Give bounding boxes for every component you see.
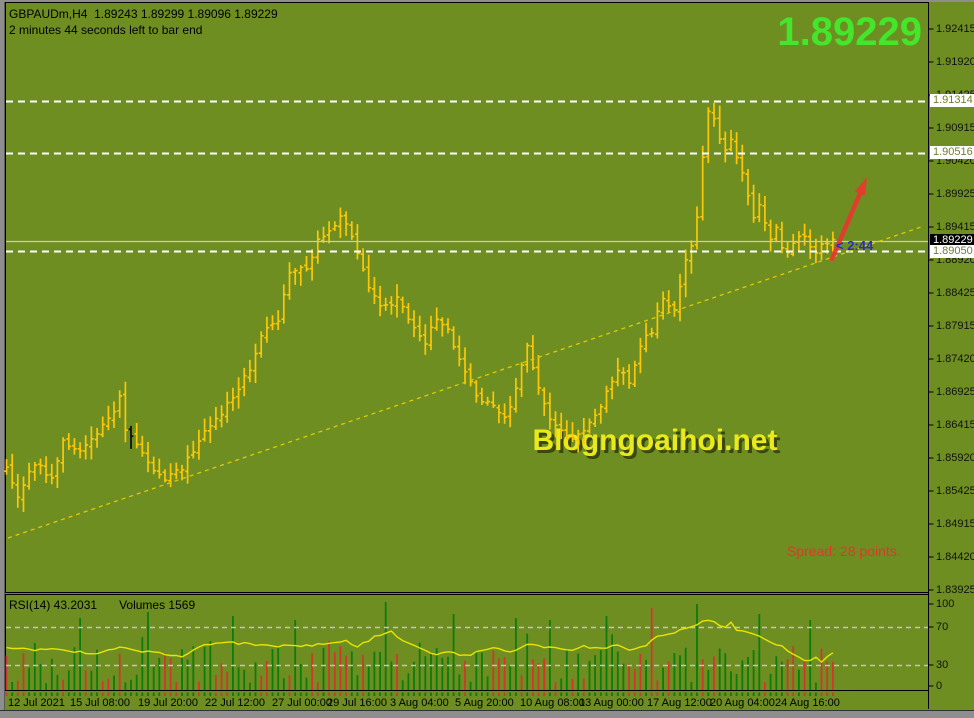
time-axis-label: 10 Aug 08:00 [520, 697, 585, 709]
price-axis-label: 1.91920 [936, 56, 974, 68]
price-axis-label: 1.84420 [936, 551, 974, 563]
price-marker-white: 1.89050 [930, 245, 974, 258]
spread-label: Spread: 28 points. [787, 543, 901, 559]
rsi-axis-label: 70 [936, 621, 949, 633]
window-frame-top [0, 0, 974, 2]
price-axis-label: 1.90915 [936, 122, 974, 134]
candle-countdown-tag: < 2:44 [836, 238, 874, 253]
indicator-labels: RSI(14) 43.2031 Volumes 1569 [9, 598, 217, 612]
rsi-axis-label: 0 [936, 680, 943, 692]
price-axis-label: 1.87420 [936, 353, 974, 365]
window-frame-left [0, 0, 5, 718]
volumes-value-label: Volumes 1569 [119, 598, 196, 612]
time-axis-label: 15 Jul 08:00 [70, 697, 130, 709]
bar-countdown-text: 2 minutes 44 seconds left to bar end [9, 23, 203, 37]
price-axis-label: 1.89925 [936, 188, 974, 200]
price-axis-label: 1.88425 [936, 287, 974, 299]
time-axis-label: 5 Aug 20:00 [455, 697, 514, 709]
time-axis-label: 24 Aug 16:00 [775, 697, 840, 709]
price-axis-label: 1.89415 [936, 221, 974, 233]
time-axis-label: 20 Aug 04:00 [710, 697, 775, 709]
price-axis-label: 1.86415 [936, 419, 974, 431]
big-price-label: 1.89229 [777, 10, 922, 54]
time-axis-label: 22 Jul 12:00 [205, 697, 265, 709]
time-axis-label: 3 Aug 04:00 [390, 697, 449, 709]
time-axis-label: 12 Jul 2021 [8, 697, 65, 709]
price-axis-label: 1.86925 [936, 386, 974, 398]
price-axis-label: 1.85425 [936, 485, 974, 497]
time-axis-label: 29 Jul 16:00 [327, 697, 387, 709]
price-axis[interactable]: 1.924151.919201.914251.909151.904201.899… [929, 0, 974, 710]
chart-title-ohlc: GBPAUDm,H4 1.89243 1.89299 1.89096 1.892… [9, 7, 278, 21]
price-marker-white: 1.91314 [930, 94, 974, 107]
price-axis-label: 1.84915 [936, 518, 974, 530]
time-axis-label: 17 Aug 12:00 [647, 697, 712, 709]
rsi-value-label: RSI(14) 43.2031 [9, 598, 98, 612]
time-axis-label: 19 Jul 20:00 [138, 697, 198, 709]
price-axis-label: 1.85920 [936, 452, 974, 464]
rsi-axis-label: 100 [936, 598, 955, 610]
time-axis-label: 13 Aug 00:00 [579, 697, 644, 709]
price-axis-label: 1.92415 [936, 23, 974, 35]
rsi-axis-label: 30 [936, 659, 949, 671]
time-axis-label: 27 Jul 00:00 [272, 697, 332, 709]
price-axis-label: 1.83925 [936, 584, 974, 596]
status-strip [0, 710, 974, 718]
price-marker-black: 1.89229 [930, 234, 974, 247]
price-axis-label: 1.87915 [936, 320, 974, 332]
price-marker-white: 1.90516 [930, 146, 974, 159]
